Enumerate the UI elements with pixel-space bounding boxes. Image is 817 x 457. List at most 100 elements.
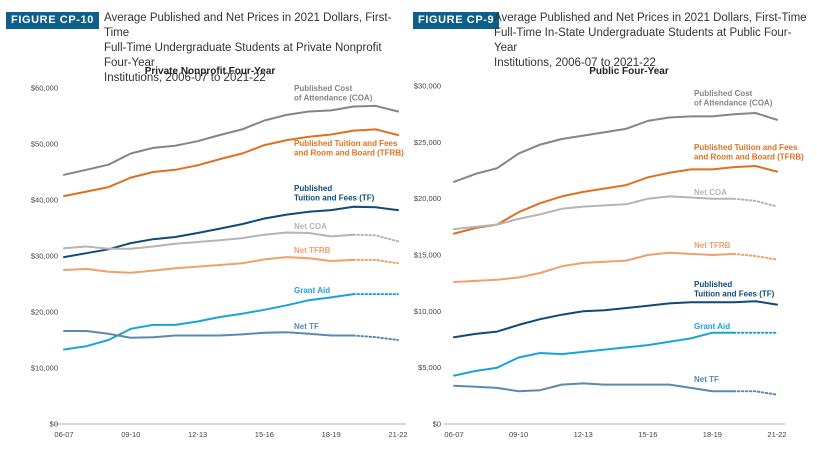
series-line-projected — [732, 252, 778, 261]
x-tick-label: 12-13 — [574, 430, 593, 439]
figure-badge: FIGURE CP-10 — [6, 12, 99, 29]
figure-title-line: Average Published and Net Prices in 2021… — [104, 12, 392, 39]
y-tick-label: $0 — [433, 420, 441, 429]
series-line-projected — [732, 390, 778, 396]
series-label: Net COA — [294, 222, 327, 231]
y-tick-label: $20,000 — [31, 308, 58, 317]
series-net-tfrb: Net TFRB — [453, 241, 778, 283]
series-label-line: Tuition and Fees (TF) — [694, 290, 775, 299]
series-line — [63, 231, 355, 250]
series-label-line: Tuition and Fees (TF) — [294, 194, 375, 203]
y-tick-label: $10,000 — [31, 364, 58, 373]
series-label: Published Tuition and Fees and Room and B… — [694, 143, 804, 162]
y-tick-label: $15,000 — [414, 251, 441, 260]
y-tick-label: $25,000 — [414, 138, 441, 147]
x-tick-label: 06-07 — [54, 430, 73, 439]
series-label-line: of Attendance (COA) — [294, 94, 373, 103]
series-line — [453, 251, 735, 283]
series-line — [453, 331, 735, 377]
series-label-line: Net TF — [294, 322, 319, 331]
series-net-coa: Net COA — [63, 222, 399, 250]
series-label: Net TFRB — [294, 246, 331, 255]
series-published-cost-of-attendance-coa: Published Cost of Attendance (COA) — [453, 89, 778, 183]
figure-title-line: Average Published and Net Prices in 2021… — [494, 12, 807, 24]
y-tick-label: $30,000 — [31, 252, 58, 261]
x-tick-label: 06-07 — [444, 430, 463, 439]
series-line — [453, 382, 735, 393]
series-line — [63, 330, 355, 339]
figure-cp-9-panel: FIGURE CP-9 Average Published and Net Pr… — [409, 0, 817, 457]
series-label: Published Tuition and Fees and Room and B… — [294, 139, 404, 158]
figure-title-line: Full-Time Undergraduate Students at Priv… — [104, 42, 382, 69]
series-grant-aid: Grant Aid — [63, 286, 399, 351]
series-label-line: Net TFRB — [694, 241, 731, 250]
y-tick-label: $60,000 — [31, 84, 58, 93]
series-label: Published Cost of Attendance (COA) — [294, 84, 373, 103]
x-tick-label: 09-10 — [509, 430, 528, 439]
series-label: Grant Aid — [294, 286, 330, 295]
series-line — [453, 112, 778, 183]
series-label: Net TF — [294, 322, 319, 331]
chart-private-nonprofit: $0 $10,000 $20,000 $30,000 $40,000 $50,000 $60… — [31, 84, 408, 440]
series-line — [63, 205, 399, 259]
series-line-projected — [352, 334, 399, 341]
series-label-line: of Attendance (COA) — [694, 99, 773, 108]
x-tick-label: 21-22 — [388, 430, 407, 439]
series-label: Net TFRB — [694, 241, 731, 250]
y-tick-label: $30,000 — [414, 82, 441, 91]
series-line — [63, 256, 355, 274]
series-label-line: Published Cost — [294, 84, 353, 93]
series-label-line: Net COA — [694, 188, 727, 197]
series-label: Grant Aid — [694, 322, 730, 331]
y-tick-label: $50,000 — [31, 140, 58, 149]
y-tick-label: $10,000 — [414, 307, 441, 316]
x-tick-label: 15-16 — [255, 430, 274, 439]
series-label-line: and Room and Board (TFRB) — [294, 149, 404, 158]
series-line — [63, 104, 399, 176]
series-label-line: Net TF — [694, 375, 719, 384]
series-line-projected — [352, 258, 399, 265]
x-tick-label: 15-16 — [638, 430, 657, 439]
series-published-tuition-and-fees-and-room-and-board-tfrb: Published Tuition and Fees and Room and B… — [63, 128, 404, 198]
series-label-line: and Room and Board (TFRB) — [694, 153, 804, 162]
series-line — [453, 300, 778, 339]
series-published-tuition-and-fees-tf: Published Tuition and Fees (TF) — [453, 280, 778, 339]
series-label: Published Tuition and Fees (TF) — [294, 184, 375, 203]
series-label-line: Published Tuition and Fees — [294, 139, 398, 148]
series-label-line: Published Tuition and Fees — [694, 143, 798, 152]
y-tick-label: $0 — [50, 420, 58, 429]
series-label: Published Tuition and Fees (TF) — [694, 280, 775, 299]
figure-cp-10-panel: FIGURE CP-10 Average Published and Net P… — [0, 0, 408, 457]
series-label: Net TF — [694, 375, 719, 384]
series-line-projected — [732, 197, 778, 208]
figure-title: Average Published and Net Prices in 2021… — [494, 11, 812, 71]
series-label: Net COA — [694, 188, 727, 197]
series-line — [63, 293, 355, 351]
series-label-line: Net COA — [294, 222, 327, 231]
series-label-line: Published — [294, 184, 332, 193]
y-tick-label: $20,000 — [414, 194, 441, 203]
series-line — [453, 165, 778, 235]
series-net-tf: Net TF — [63, 322, 399, 341]
y-tick-label: $40,000 — [31, 196, 58, 205]
series-label-line: Published Cost — [694, 89, 753, 98]
x-tick-label: 18-19 — [322, 430, 341, 439]
chart-public-four-year: $0 $5,000 $10,000 $15,000 $20,000 $25,000 $30,… — [414, 82, 804, 440]
series-published-cost-of-attendance-coa: Published Cost of Attendance (COA) — [63, 84, 399, 176]
series-net-tf: Net TF — [453, 375, 778, 396]
series-line — [63, 128, 399, 198]
series-net-tfrb: Net TFRB — [63, 246, 399, 274]
figure-title-line: Full-Time In-State Undergraduate Student… — [494, 27, 792, 54]
series-label-line: Grant Aid — [694, 322, 730, 331]
series-line-projected — [352, 233, 399, 243]
series-label-line: Published — [694, 280, 732, 289]
x-tick-label: 12-13 — [188, 430, 207, 439]
series-label-line: Net TFRB — [294, 246, 331, 255]
series-line — [453, 195, 735, 231]
chart-title: Public Four-Year — [589, 66, 669, 77]
y-tick-label: $5,000 — [418, 363, 441, 372]
series-net-coa: Net COA — [453, 188, 778, 231]
series-label-line: Grant Aid — [294, 286, 330, 295]
series-label: Published Cost of Attendance (COA) — [694, 89, 773, 108]
figure-badge: FIGURE CP-9 — [413, 12, 500, 29]
